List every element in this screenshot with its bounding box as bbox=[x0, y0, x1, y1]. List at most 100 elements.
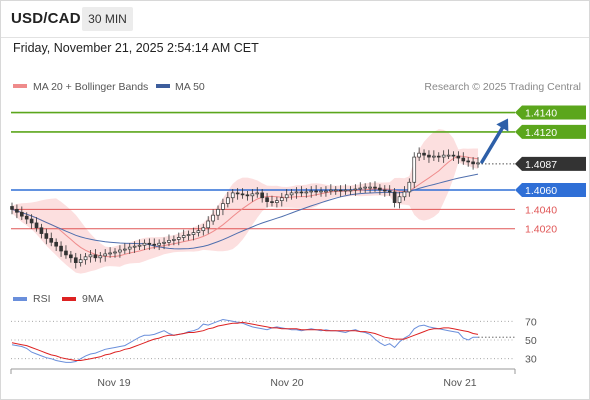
bear-candle-body bbox=[265, 197, 269, 202]
timeframe-button[interactable]: 30 MIN bbox=[82, 7, 133, 31]
bear-candle-body bbox=[54, 241, 58, 247]
candle bbox=[132, 241, 137, 253]
rsi-line bbox=[11, 318, 478, 363]
bear-candle-body bbox=[436, 155, 441, 158]
bull-candle-body bbox=[446, 154, 451, 157]
ma20-legend-swatch bbox=[13, 84, 27, 88]
rsi-tick-label: 70 bbox=[525, 316, 537, 328]
ma9-legend-label: 9MA bbox=[82, 293, 104, 305]
bull-candle-body bbox=[172, 239, 176, 241]
candle bbox=[226, 191, 230, 208]
bear-candle-body bbox=[39, 227, 44, 234]
x-axis-label: Nov 21 bbox=[443, 377, 476, 389]
bull-candle-body bbox=[358, 187, 363, 190]
bull-candle-body bbox=[216, 209, 220, 216]
bull-candle-body bbox=[186, 234, 191, 236]
candle bbox=[333, 186, 338, 195]
bear-candle-body bbox=[93, 254, 98, 259]
candle bbox=[324, 186, 328, 197]
candle bbox=[59, 241, 63, 257]
rsi-ma9-line bbox=[11, 321, 479, 361]
candle bbox=[39, 223, 44, 239]
chart-header: USD/CAD 30 MIN bbox=[0, 0, 590, 38]
bull-candle-body bbox=[230, 192, 235, 199]
price-level-label: 1.4040 bbox=[525, 204, 557, 216]
candle bbox=[441, 150, 446, 163]
candle bbox=[456, 151, 461, 164]
candle bbox=[284, 189, 289, 202]
candle bbox=[245, 190, 250, 201]
bull-candle-body bbox=[83, 256, 88, 261]
price-level-label: 1.4120 bbox=[525, 127, 557, 139]
bull-candle-body bbox=[221, 203, 225, 210]
bull-candle-body bbox=[176, 237, 181, 240]
forecast-arrowhead bbox=[496, 118, 509, 132]
candle bbox=[103, 249, 108, 262]
candle bbox=[206, 216, 211, 234]
bull-candle-body bbox=[78, 259, 83, 263]
candle bbox=[451, 151, 456, 161]
candle bbox=[73, 252, 78, 269]
bull-candle-body bbox=[108, 252, 112, 255]
candle bbox=[466, 157, 471, 167]
bull-candle-body bbox=[250, 193, 255, 197]
bear-candle-body bbox=[34, 222, 39, 229]
bear-candle-body bbox=[314, 190, 318, 193]
bear-candle-body bbox=[235, 192, 240, 195]
bull-candle-body bbox=[407, 181, 412, 193]
bear-candle-body bbox=[260, 192, 264, 199]
candle bbox=[348, 186, 353, 195]
bull-candle-body bbox=[304, 191, 309, 194]
bull-candle-body bbox=[329, 189, 333, 192]
rsi-tick-label: 30 bbox=[525, 354, 537, 366]
bear-candle-body bbox=[152, 243, 157, 246]
bear-candle-body bbox=[466, 160, 471, 163]
price-level-label: 1.4020 bbox=[525, 224, 557, 236]
instrument-label: USD/CAD bbox=[11, 10, 81, 27]
bear-candle-body bbox=[59, 245, 63, 252]
candle bbox=[417, 147, 421, 161]
bear-candle-body bbox=[15, 209, 19, 213]
candle bbox=[329, 184, 333, 195]
bull-candle-body bbox=[275, 200, 279, 203]
bollinger-band bbox=[12, 129, 478, 274]
ma50-legend-label: MA 50 bbox=[175, 81, 205, 93]
rsi-panel: 70 50 30 bbox=[11, 316, 537, 366]
bull-candle-body bbox=[284, 194, 289, 199]
bear-candle-body bbox=[471, 161, 475, 165]
bear-candle-body bbox=[270, 201, 274, 203]
bull-candle-body bbox=[289, 192, 294, 196]
bear-candle-body bbox=[69, 254, 73, 259]
bull-candle-body bbox=[88, 254, 93, 258]
bear-candle-body bbox=[64, 250, 68, 256]
bull-candle-body bbox=[103, 253, 108, 257]
candle bbox=[294, 187, 299, 199]
bull-candle-body bbox=[255, 192, 260, 195]
bear-candle-body bbox=[338, 189, 343, 192]
candle bbox=[402, 186, 407, 201]
candle bbox=[147, 238, 152, 251]
candle bbox=[54, 238, 58, 252]
candle bbox=[108, 247, 112, 258]
candle bbox=[98, 251, 103, 263]
bull-candle-body bbox=[363, 186, 368, 189]
bull-candle-body bbox=[226, 197, 230, 204]
price-level-badge bbox=[515, 183, 586, 197]
candle bbox=[127, 243, 132, 254]
candle bbox=[191, 227, 196, 241]
bear-candle-body bbox=[10, 206, 14, 210]
candle bbox=[19, 206, 24, 221]
candle bbox=[240, 188, 245, 199]
ma20-line bbox=[11, 155, 479, 258]
bull-candle-body bbox=[402, 191, 407, 198]
candle bbox=[260, 189, 264, 203]
candle bbox=[471, 157, 475, 170]
candle bbox=[176, 232, 181, 246]
rsi-legend-label: RSI bbox=[33, 293, 51, 305]
bear-candle-body bbox=[456, 155, 461, 159]
bull-candle-body bbox=[294, 191, 299, 194]
candle bbox=[412, 152, 417, 189]
bear-candle-body bbox=[373, 186, 377, 189]
candle bbox=[181, 229, 186, 242]
